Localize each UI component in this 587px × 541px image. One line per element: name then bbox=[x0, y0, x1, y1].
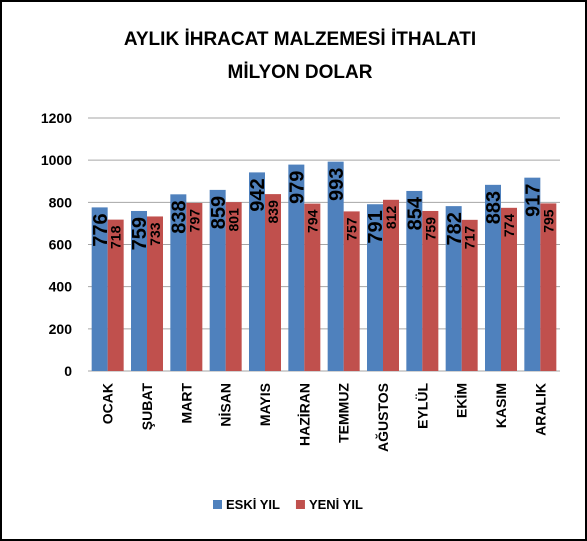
bar bbox=[327, 161, 344, 371]
y-tick-label: 1200 bbox=[41, 110, 72, 126]
data-label: 733 bbox=[147, 222, 163, 246]
y-tick-label: 600 bbox=[49, 237, 73, 253]
data-label: 794 bbox=[304, 209, 320, 233]
x-tick-label: ŞUBAT bbox=[139, 383, 155, 431]
data-label: 859 bbox=[208, 196, 230, 229]
x-tick-label: KASIM bbox=[493, 383, 509, 428]
x-tick-label: NİSAN bbox=[218, 383, 234, 427]
data-label: 782 bbox=[444, 212, 466, 245]
y-tick-label: 800 bbox=[49, 194, 73, 210]
bar bbox=[147, 216, 163, 371]
data-label: 757 bbox=[344, 217, 360, 241]
data-label: 839 bbox=[265, 200, 281, 224]
bar bbox=[249, 172, 265, 371]
y-tick-label: 200 bbox=[49, 321, 73, 337]
bar bbox=[170, 194, 187, 371]
bar bbox=[367, 204, 383, 371]
bar bbox=[209, 189, 226, 371]
bar bbox=[406, 190, 423, 371]
bar bbox=[304, 203, 321, 371]
bar bbox=[461, 219, 478, 371]
data-label: 718 bbox=[108, 225, 124, 249]
legend-swatch bbox=[213, 500, 222, 509]
data-label: 759 bbox=[422, 217, 438, 241]
bar bbox=[422, 210, 439, 371]
y-tick-label: 0 bbox=[64, 363, 72, 379]
bar bbox=[445, 206, 462, 371]
bar bbox=[288, 164, 305, 371]
data-label: 795 bbox=[540, 209, 556, 233]
data-label: 942 bbox=[247, 178, 269, 211]
bar bbox=[524, 177, 541, 371]
x-tick-label: ARALIK bbox=[532, 383, 548, 436]
x-tick-label: MART bbox=[178, 383, 194, 424]
bar bbox=[485, 184, 501, 371]
legend-label: ESKİ YIL bbox=[226, 497, 280, 512]
data-label: 791 bbox=[365, 210, 387, 243]
bar bbox=[107, 219, 124, 371]
legend-label: YENİ YIL bbox=[309, 497, 363, 512]
data-label: 979 bbox=[287, 171, 309, 204]
data-label: 917 bbox=[523, 184, 545, 217]
x-tick-label: EYLÜL bbox=[414, 383, 430, 429]
x-tick-label: MAYIS bbox=[257, 383, 273, 426]
bar bbox=[343, 211, 360, 371]
bar bbox=[265, 194, 281, 371]
x-tick-label: OCAK bbox=[100, 383, 116, 424]
y-tick-label: 400 bbox=[49, 279, 73, 295]
chart-title: AYLIK İHRACAT MALZEMESİ İTHALATI bbox=[124, 29, 476, 50]
x-tick-label: HAZİRAN bbox=[296, 383, 312, 446]
bar bbox=[225, 202, 242, 371]
x-tick-label: AĞUSTOS bbox=[374, 383, 391, 452]
bar bbox=[186, 202, 203, 371]
bar bbox=[383, 199, 399, 371]
data-label: 883 bbox=[483, 191, 505, 224]
data-label: 717 bbox=[462, 226, 478, 250]
legend-swatch bbox=[295, 500, 305, 509]
data-label: 759 bbox=[129, 217, 151, 250]
bar bbox=[540, 203, 557, 371]
data-label: 801 bbox=[226, 208, 242, 232]
chart-title: MİLYON DOLAR bbox=[228, 62, 373, 83]
data-label: 993 bbox=[326, 168, 348, 201]
data-label: 854 bbox=[405, 196, 427, 230]
data-label: 774 bbox=[501, 214, 517, 238]
data-label: 797 bbox=[186, 209, 202, 233]
data-label: 812 bbox=[383, 206, 399, 230]
data-label: 776 bbox=[90, 213, 112, 246]
x-tick-label: TEMMUZ bbox=[336, 383, 352, 443]
bar bbox=[501, 207, 517, 371]
bar bbox=[91, 207, 108, 371]
y-tick-label: 1000 bbox=[41, 152, 72, 168]
data-label: 838 bbox=[169, 200, 191, 233]
bar bbox=[131, 210, 147, 371]
x-tick-label: EKİM bbox=[454, 383, 470, 418]
